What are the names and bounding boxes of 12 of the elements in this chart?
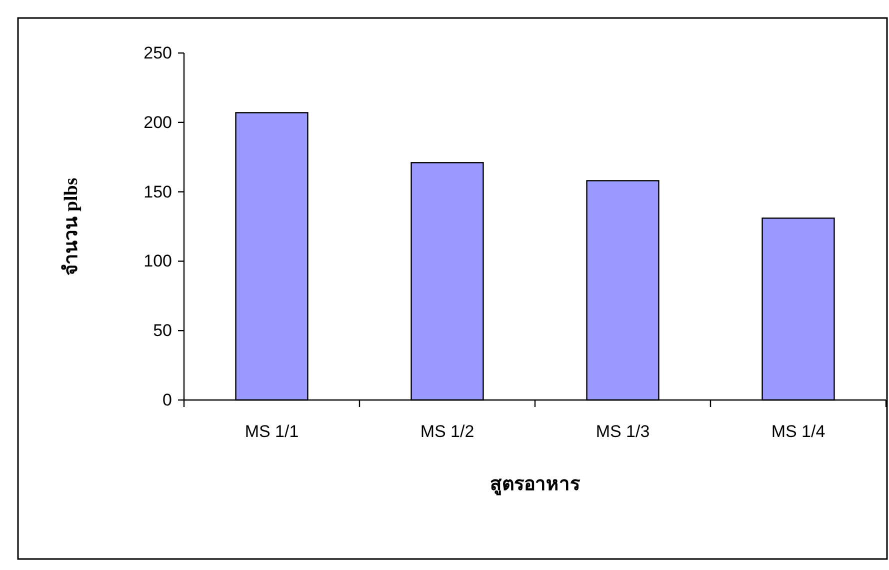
y-tick-label: 0 <box>162 390 172 410</box>
x-tick-label: MS 1/1 <box>244 422 299 441</box>
y-tick-label: 150 <box>144 182 172 202</box>
x-tick-label: MS 1/4 <box>771 422 826 441</box>
y-tick-label: 50 <box>153 321 172 340</box>
y-tick-label: 250 <box>144 44 172 62</box>
y-tick-label: 100 <box>144 252 172 271</box>
y-tick-label: 200 <box>144 112 172 132</box>
y-axis-title: จำนวน plbs <box>61 178 82 276</box>
x-tick-label: MS 1/2 <box>420 422 474 441</box>
x-axis-title: สูตรอาหาร <box>490 474 581 496</box>
x-tick-label: MS 1/3 <box>596 422 650 441</box>
